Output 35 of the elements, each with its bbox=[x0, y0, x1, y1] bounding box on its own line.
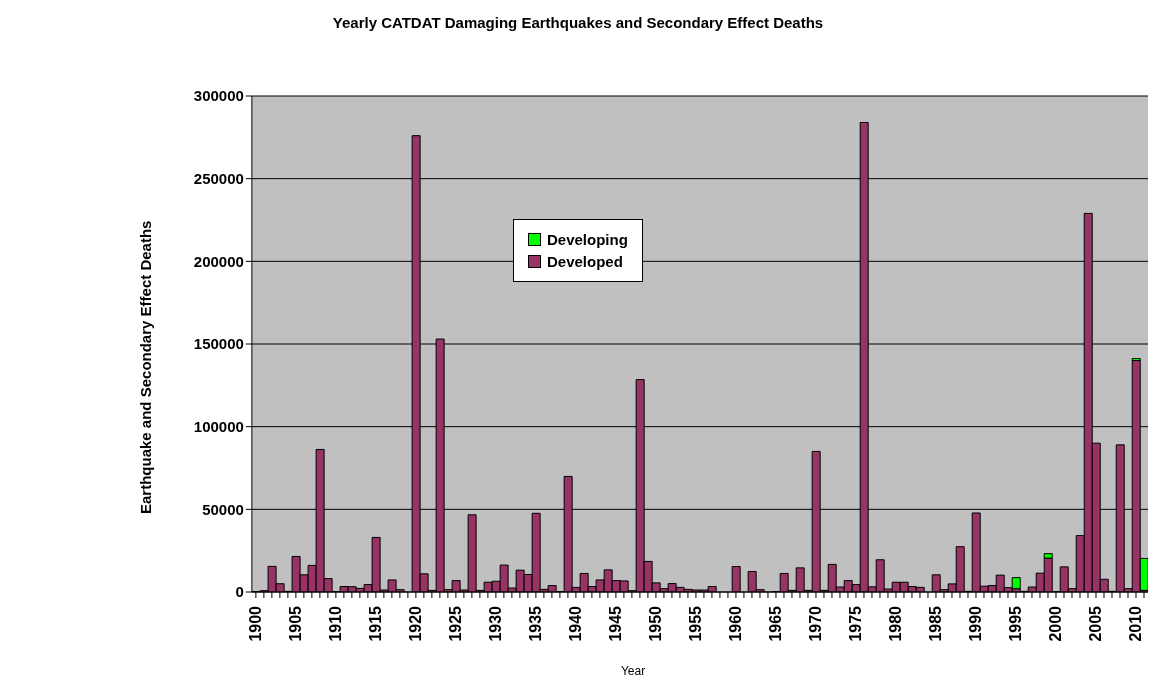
x-tick-label: 1985 bbox=[927, 605, 945, 642]
x-tick-label: 1920 bbox=[407, 605, 425, 642]
y-tick-label: 50000 bbox=[202, 500, 244, 518]
y-tick-label: 0 bbox=[235, 583, 244, 601]
x-tick-label: 1945 bbox=[607, 605, 625, 642]
x-tick-label: 2010 bbox=[1127, 605, 1145, 642]
x-tick-label: 1995 bbox=[1007, 605, 1025, 642]
x-tick-label: 1930 bbox=[487, 605, 505, 642]
x-tick-label: 1915 bbox=[367, 605, 385, 642]
x-tick-label: 1970 bbox=[807, 605, 825, 642]
x-tick-label: 2005 bbox=[1087, 605, 1105, 642]
x-tick-label: 1960 bbox=[727, 605, 745, 642]
x-tick-label: 1925 bbox=[447, 605, 465, 642]
y-tick-label: 150000 bbox=[193, 335, 244, 353]
y-axis-title: Earthquake and Secondary Effect Deaths bbox=[137, 220, 155, 514]
x-tick-label: 1990 bbox=[967, 605, 985, 642]
legend-label: Developing bbox=[546, 231, 628, 248]
y-tick-label: 250000 bbox=[193, 169, 244, 187]
x-tick-label: 1975 bbox=[847, 605, 865, 642]
y-tick-label: 200000 bbox=[193, 252, 244, 270]
x-tick-label: 1955 bbox=[687, 605, 705, 642]
y-tick-label: 300000 bbox=[193, 87, 244, 105]
x-tick-label: 1980 bbox=[887, 605, 905, 642]
x-tick-label: 2000 bbox=[1047, 605, 1065, 642]
x-tick-label: 1950 bbox=[647, 605, 665, 642]
x-tick-label: 1910 bbox=[327, 605, 345, 642]
chart-title: Yearly CATDAT Damaging Earthquakes and Secondary Effect Deaths bbox=[331, 13, 825, 33]
y-tick-label: 100000 bbox=[193, 417, 244, 435]
x-tick-label: 1940 bbox=[567, 605, 585, 642]
x-axis-title: Year bbox=[619, 664, 647, 678]
x-tick-label: 1905 bbox=[287, 605, 305, 642]
x-tick-label: 1965 bbox=[767, 605, 785, 642]
x-tick-label: 1900 bbox=[247, 605, 265, 642]
x-tick-label: 1935 bbox=[527, 605, 545, 642]
legend-label: Developed bbox=[546, 253, 624, 270]
